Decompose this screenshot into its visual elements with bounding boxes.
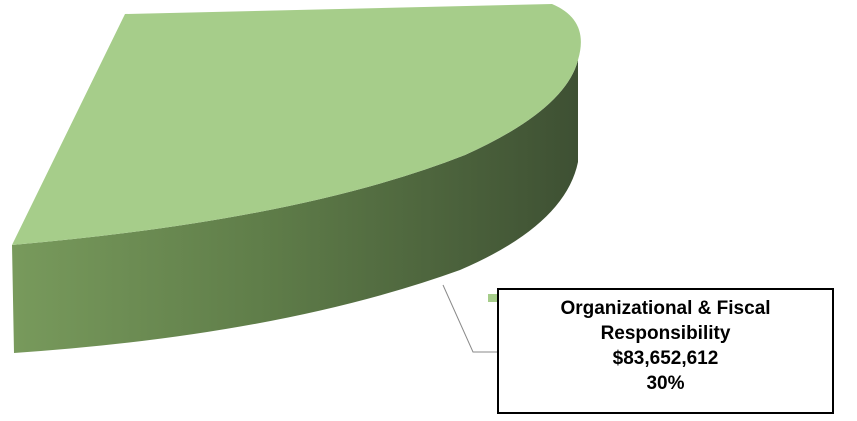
slice-percent-label: 30% (646, 373, 685, 394)
slice-label-line-2: Responsibility (600, 323, 731, 344)
pie-slice-top (12, 4, 581, 245)
legend-key-marker (488, 294, 497, 302)
leader-line (442, 284, 497, 353)
pie-slice-3d (12, 4, 581, 353)
slice-data-label: Organizational & Fiscal Responsibility $… (497, 288, 834, 414)
pie-slice-side (12, 60, 578, 353)
slice-label-line-1: Organizational & Fiscal (560, 298, 771, 319)
slice-value-label: $83,652,612 (612, 348, 719, 369)
